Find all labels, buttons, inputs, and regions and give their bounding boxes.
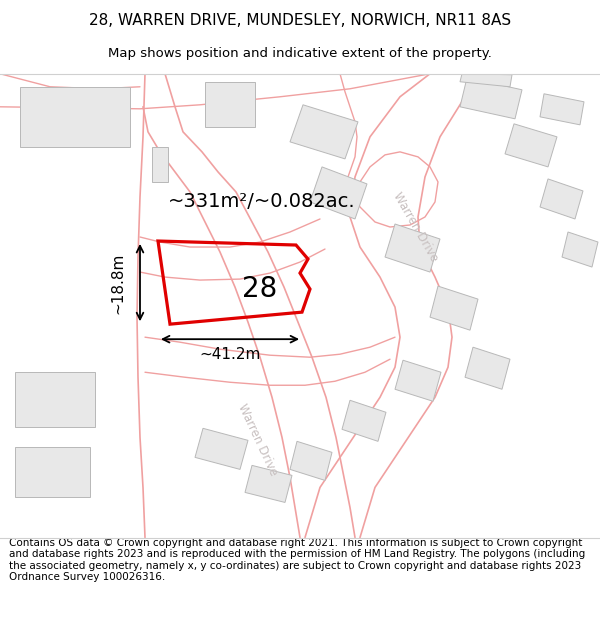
Polygon shape xyxy=(460,78,522,119)
Text: Map shows position and indicative extent of the property.: Map shows position and indicative extent… xyxy=(108,47,492,59)
Polygon shape xyxy=(540,94,584,125)
Polygon shape xyxy=(562,232,598,267)
Polygon shape xyxy=(460,74,512,87)
Polygon shape xyxy=(310,167,367,219)
Polygon shape xyxy=(290,441,332,481)
Polygon shape xyxy=(540,179,583,219)
Text: ~41.2m: ~41.2m xyxy=(199,347,260,362)
Polygon shape xyxy=(15,372,95,428)
Text: Contains OS data © Crown copyright and database right 2021. This information is : Contains OS data © Crown copyright and d… xyxy=(9,538,585,582)
Text: 28, WARREN DRIVE, MUNDESLEY, NORWICH, NR11 8AS: 28, WARREN DRIVE, MUNDESLEY, NORWICH, NR… xyxy=(89,13,511,28)
Text: ~331m²/~0.082ac.: ~331m²/~0.082ac. xyxy=(168,192,356,211)
Text: Warren Drive: Warren Drive xyxy=(390,190,440,264)
Polygon shape xyxy=(15,448,90,498)
Polygon shape xyxy=(195,428,248,469)
Polygon shape xyxy=(342,400,386,441)
Text: 28: 28 xyxy=(242,275,278,303)
Polygon shape xyxy=(245,466,292,503)
Polygon shape xyxy=(205,82,255,127)
Polygon shape xyxy=(465,348,510,389)
Text: Warren Drive: Warren Drive xyxy=(236,401,280,478)
Text: ~18.8m: ~18.8m xyxy=(110,253,125,314)
Polygon shape xyxy=(152,147,168,182)
Polygon shape xyxy=(20,87,130,147)
Polygon shape xyxy=(505,124,557,167)
Polygon shape xyxy=(395,360,441,401)
Polygon shape xyxy=(290,105,358,159)
Polygon shape xyxy=(430,286,478,330)
Polygon shape xyxy=(385,224,440,272)
